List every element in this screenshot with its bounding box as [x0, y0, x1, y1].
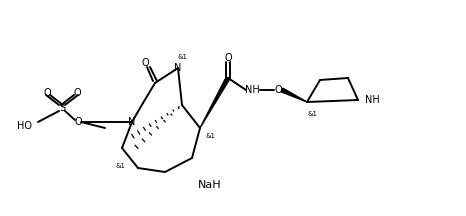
- Text: &1: &1: [308, 111, 318, 117]
- Text: N: N: [128, 117, 136, 127]
- Text: HO: HO: [18, 121, 33, 131]
- Text: &1: &1: [205, 133, 215, 139]
- Polygon shape: [281, 88, 307, 102]
- Text: O: O: [224, 53, 232, 63]
- Text: NH: NH: [364, 95, 379, 105]
- Text: O: O: [141, 58, 149, 68]
- Text: O: O: [74, 117, 82, 127]
- Text: S: S: [59, 103, 65, 113]
- Text: O: O: [274, 85, 282, 95]
- Polygon shape: [200, 77, 230, 128]
- Text: O: O: [73, 88, 81, 98]
- Text: &1: &1: [115, 163, 125, 169]
- Text: NaH: NaH: [198, 180, 222, 190]
- Text: N: N: [174, 63, 182, 73]
- Text: NH: NH: [245, 85, 260, 95]
- Text: O: O: [43, 88, 51, 98]
- Text: &1: &1: [177, 54, 187, 60]
